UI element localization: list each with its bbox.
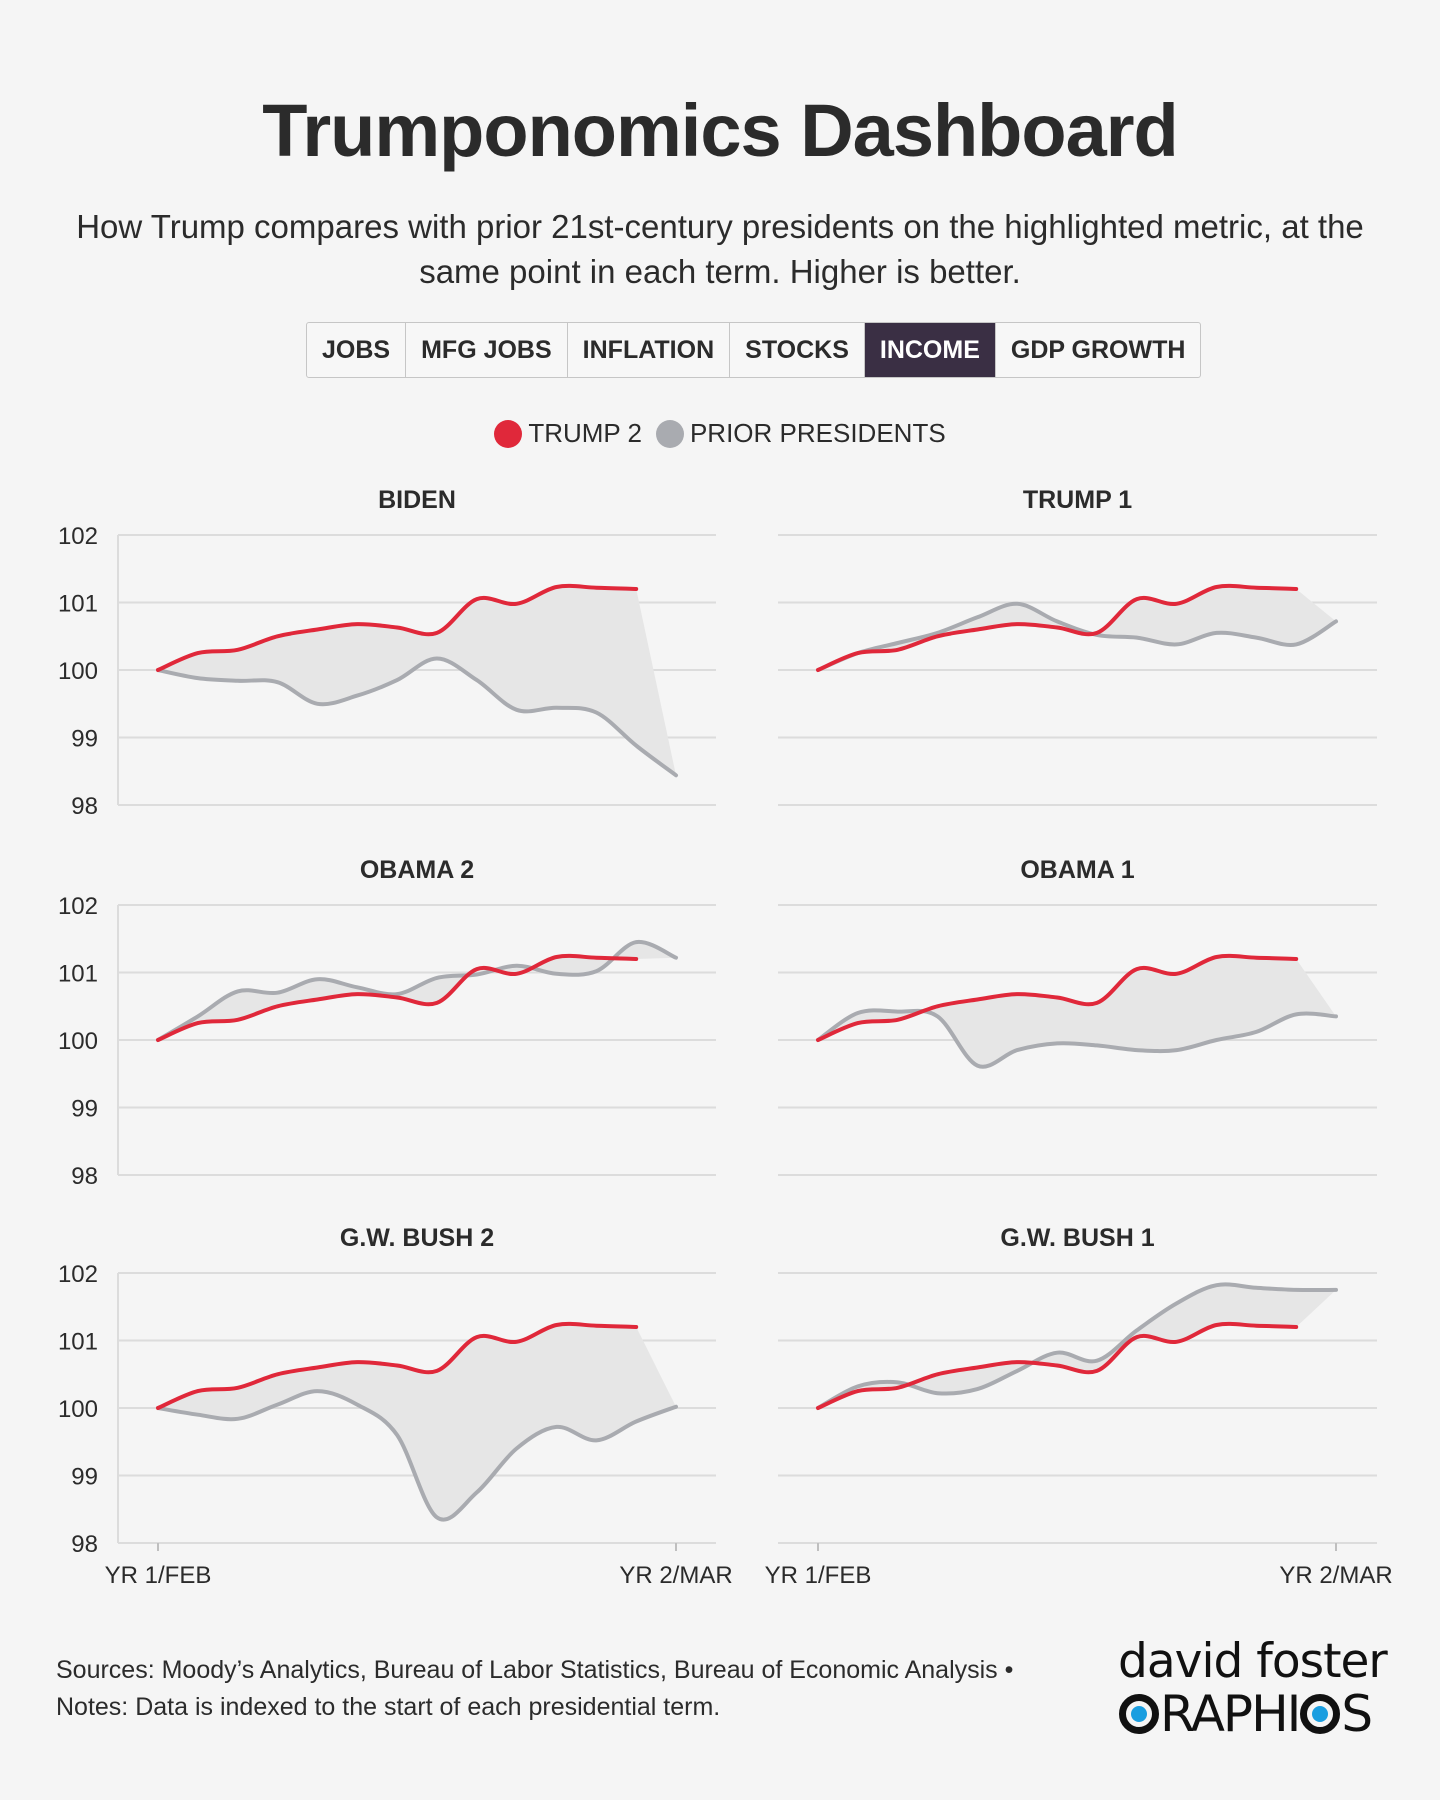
- notes-text: Notes: Data is indexed to the start of e…: [56, 1693, 721, 1721]
- chart-panel-g-w-bush-2: G.W. BUSH 2 98 99 100 101 102 YR 1/FEB YR 2/MAR: [58, 1224, 733, 1589]
- chart-panel-biden: BIDEN 98 99 100 101 102: [58, 486, 716, 820]
- metric-tabs: JOBS MFG JOBS INFLATION STOCKS INCOME GD…: [306, 322, 1202, 378]
- logo-o-mark: [1119, 1694, 1159, 1734]
- y-tick-label: 101: [58, 1329, 98, 1356]
- tab-stocks[interactable]: STOCKS: [730, 323, 865, 377]
- legend-label-prior: PRIOR PRESIDENTS: [689, 418, 946, 448]
- x-tick-label: YR 1/FEB: [105, 1562, 212, 1589]
- chart-title: G.W. BUSH 1: [1000, 1224, 1154, 1252]
- tab-income[interactable]: INCOME: [864, 323, 996, 377]
- tab-inflation[interactable]: INFLATION: [568, 323, 731, 377]
- page-title: Trumponomics Dashboard: [262, 89, 1178, 172]
- logo-line-1: david foster: [1118, 1634, 1388, 1689]
- prior-president-line: [816, 1008, 1338, 1069]
- chart-legend: TRUMP 2 PRIOR PRESIDENTS: [0, 418, 1440, 449]
- logo-graphics-b: S: [1341, 1685, 1373, 1743]
- y-tick-label: 102: [58, 1261, 98, 1288]
- x-tick-label: YR 1/FEB: [765, 1562, 872, 1589]
- chart-panel-obama-2: OBAMA 2 98 99 100 101 102: [58, 856, 716, 1190]
- x-tick-label: YR 2/MAR: [619, 1562, 732, 1589]
- difference-band: [158, 941, 676, 1040]
- trump-2-line: [156, 953, 639, 1042]
- prior-president-line: [816, 601, 1338, 672]
- trump-2-line: [156, 1321, 639, 1410]
- x-tick-label: YR 2/MAR: [1279, 1562, 1392, 1589]
- difference-band: [818, 585, 1336, 670]
- prior-president-line: [816, 1282, 1338, 1410]
- logo-line-2: RAPHI S: [1118, 1686, 1388, 1742]
- legend-swatch-trump: [494, 419, 523, 448]
- difference-band: [158, 585, 676, 776]
- footer-notes: Sources: Moody’s Analytics, Bureau of La…: [56, 1652, 1016, 1726]
- legend-label-trump: TRUMP 2: [528, 418, 642, 448]
- legend-item-prior: PRIOR PRESIDENTS: [655, 418, 946, 449]
- y-tick-label: 99: [71, 1096, 98, 1123]
- trump-2-line: [156, 583, 639, 672]
- y-tick-label: 98: [71, 1531, 98, 1558]
- chart-title: TRUMP 1: [1023, 486, 1132, 514]
- legend-swatch-prior: [655, 419, 684, 448]
- prior-president-line: [156, 656, 678, 778]
- y-tick-label: 100: [58, 658, 98, 685]
- y-tick-label: 101: [58, 591, 98, 618]
- chart-panel-trump-1: TRUMP 1: [778, 486, 1377, 806]
- page-subtitle: How Trump compares with prior 21st-centu…: [76, 208, 1364, 290]
- sources-text: Sources: Moody’s Analytics, Bureau of La…: [56, 1656, 1014, 1684]
- chart-title: BIDEN: [378, 486, 456, 514]
- y-tick-label: 102: [58, 893, 98, 920]
- y-tick-label: 98: [71, 1163, 98, 1190]
- prior-president-line: [156, 940, 678, 1042]
- brand-logo: david foster RAPHI S: [1118, 1634, 1388, 1743]
- logo-graphics-a: RAPHI: [1160, 1685, 1301, 1743]
- trump-2-line: [816, 583, 1299, 672]
- y-tick-label: 100: [58, 1396, 98, 1423]
- tab-mfg-jobs[interactable]: MFG JOBS: [406, 323, 568, 377]
- prior-president-line: [156, 1389, 678, 1522]
- logo-c-mark: [1300, 1694, 1341, 1734]
- y-tick-label: 99: [71, 726, 98, 753]
- y-tick-label: 102: [58, 523, 98, 550]
- y-tick-label: 100: [58, 1028, 98, 1055]
- chart-title: G.W. BUSH 2: [340, 1224, 494, 1252]
- tab-jobs[interactable]: JOBS: [307, 323, 407, 377]
- difference-band: [158, 1323, 676, 1520]
- trump-2-line: [816, 953, 1299, 1042]
- y-tick-label: 99: [71, 1464, 98, 1491]
- small-multiples-charts: BIDEN 98 99 100 101 102 TRUMP 1 OBAMA 2 98 99 100 1…: [58, 486, 1393, 1589]
- chart-panel-g-w-bush-1: G.W. BUSH 1 YR 1/FEB YR 2/MAR: [765, 1224, 1393, 1589]
- trump-2-line: [816, 1321, 1299, 1410]
- chart-panel-obama-1: OBAMA 1: [778, 856, 1377, 1176]
- y-tick-label: 101: [58, 961, 98, 988]
- legend-item-trump: TRUMP 2: [494, 418, 642, 449]
- y-tick-label: 98: [71, 793, 98, 820]
- difference-band: [818, 1284, 1336, 1408]
- difference-band: [818, 955, 1336, 1067]
- chart-title: OBAMA 1: [1020, 856, 1134, 884]
- chart-title: OBAMA 2: [360, 856, 474, 884]
- tab-gdp-growth[interactable]: GDP GROWTH: [1010, 336, 1186, 364]
